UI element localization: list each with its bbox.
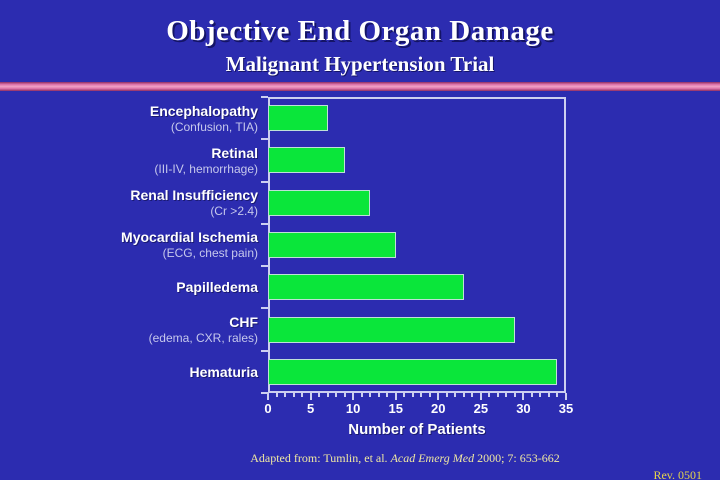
x-axis-minor-tick [335,393,338,397]
x-axis-minor-tick [301,393,304,397]
bar [268,316,515,343]
x-axis-minor-tick [420,393,423,397]
x-axis-minor-tick [343,393,346,397]
x-axis-major-tick [565,393,567,400]
category-row-label: Hematuria [0,351,258,393]
category-sublabel: (III-IV, hemorrhage) [154,161,258,176]
x-axis-minor-tick [505,393,508,397]
x-axis-tick-label: 5 [306,401,315,416]
y-axis-tick [261,180,268,183]
x-axis-major-tick [352,393,355,400]
x-axis-minor-tick [377,393,380,397]
x-axis-tick-label: 30 [516,401,531,416]
x-axis-minor-tick [403,393,406,397]
y-axis-tick [261,349,268,352]
bar [268,358,558,385]
x-axis-tick-label: 35 [558,401,574,416]
y-axis-tick [261,265,268,268]
x-axis-minor-tick [454,393,457,397]
x-axis-minor-tick [360,393,363,397]
x-axis-major-tick [437,393,440,400]
category-row-label: Myocardial Ischemia (ECG, chest pain) [0,224,258,266]
category-label: Myocardial Ischemia [121,229,258,246]
category-row-label: Renal Insufficiency (Cr >2.4) [0,182,258,224]
category-label: CHF [229,314,258,331]
category-label: Retinal [211,144,258,161]
bar [268,105,328,132]
x-axis-tick-label: 20 [431,401,446,416]
x-axis-minor-tick [411,393,414,397]
revision-label: Rev. 0501 [653,468,702,480]
y-axis-tick [261,222,268,225]
x-axis-minor-tick [318,393,321,397]
y-axis-tick [261,96,268,98]
x-axis-minor-tick [284,393,287,397]
x-axis-minor-tick [539,393,542,397]
bar [268,274,464,301]
x-axis-minor-tick [462,393,465,397]
category-label: Renal Insufficiency [130,187,258,204]
slide-title: Objective End Organ Damage [166,15,554,47]
x-axis-tick-label: 0 [264,401,272,416]
category-row-label: Encephalopathy (Confusion, TIA) [0,97,258,139]
x-axis-major-tick [394,393,397,400]
category-sublabel: (Cr >2.4) [210,204,258,219]
y-axis-tick [261,392,268,394]
x-axis-tick-label: 10 [345,401,361,416]
category-label: Hematuria [189,363,258,380]
x-axis-minor-tick [386,393,389,397]
x-axis-minor-tick [369,393,372,397]
category-row-label: Papilledema [0,266,258,308]
x-axis-minor-tick [326,393,329,397]
category-row-label: CHF (edema, CXR, rales) [0,308,258,350]
category-label: Papilledema [176,279,258,296]
title-divider-line [0,82,720,91]
bar [268,232,396,258]
citation-journal: Acad Emerg Med [390,451,475,465]
category-sublabel: (Confusion, TIA) [170,119,258,134]
x-axis-minor-tick [556,393,559,397]
x-axis-major-tick [479,393,482,400]
citation-suffix: 2000; 7: 653-662 [474,451,560,465]
x-axis-major-tick [522,393,525,400]
x-axis-minor-tick [292,393,295,397]
category-row-label: Retinal (III-IV, hemorrhage) [0,139,258,181]
category-label: Encephalopathy [149,102,258,119]
citation-prefix: Adapted from: Tumlin, et al. [250,451,391,465]
x-axis-minor-tick [496,393,499,397]
x-axis-minor-tick [471,393,474,397]
citation: Adapted from: Tumlin, et al. Acad Emerg … [90,451,720,466]
category-sublabel: (ECG, chest pain) [162,246,258,261]
y-axis-tick [261,138,268,141]
category-sublabel: (edema, CXR, rales) [148,331,258,346]
y-axis-tick [261,307,268,310]
x-axis-minor-tick [513,393,516,397]
x-axis-tick-label: 15 [388,401,403,416]
x-axis-minor-tick [547,393,550,397]
slide-subtitle: Malignant Hypertension Trial [225,52,495,76]
x-axis-minor-tick [445,393,448,397]
x-axis-tick-label: 25 [473,401,489,416]
x-axis-major-tick [267,393,269,400]
bar [268,189,371,216]
x-axis-title: Number of Patients [348,421,486,438]
x-axis-major-tick [309,393,312,400]
x-axis-minor-tick [530,393,533,397]
x-axis-minor-tick [488,393,491,397]
bar [268,147,345,174]
x-axis-minor-tick [428,393,431,397]
x-axis-minor-tick [275,393,278,397]
